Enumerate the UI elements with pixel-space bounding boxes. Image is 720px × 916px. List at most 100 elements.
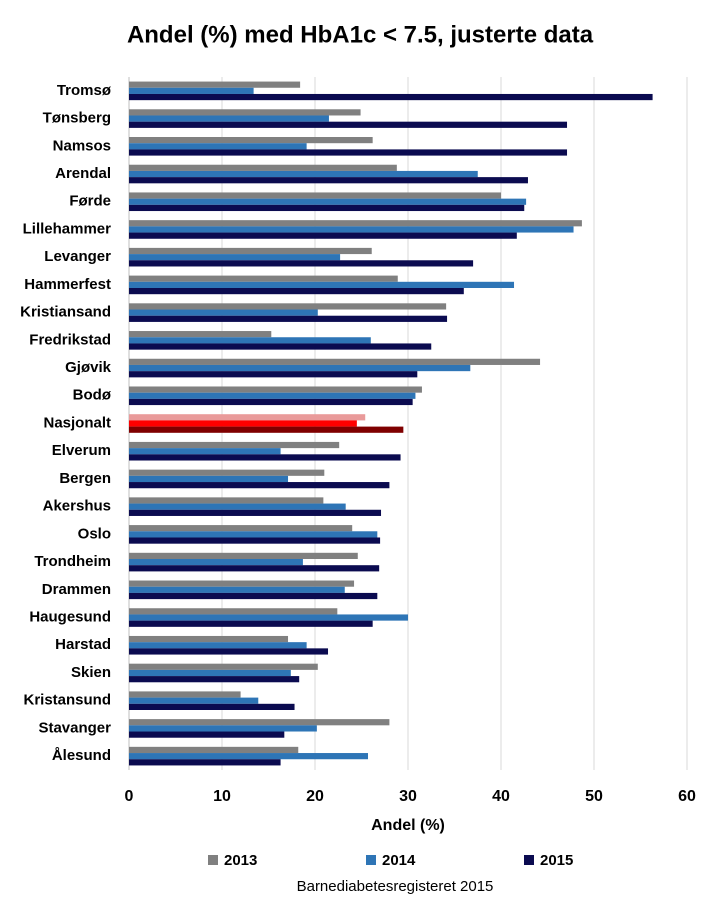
y-tick-label: Fredrikstad xyxy=(29,331,111,348)
bar xyxy=(129,746,299,754)
bar xyxy=(129,509,382,516)
bar xyxy=(129,475,289,483)
y-tick-label: Ålesund xyxy=(52,747,111,764)
bar xyxy=(129,254,341,261)
legend-swatch xyxy=(208,855,218,865)
legend-swatch xyxy=(366,855,376,865)
bar xyxy=(129,177,528,184)
bar xyxy=(129,386,422,393)
y-tick-label: Tromsø xyxy=(57,82,112,99)
bar xyxy=(129,586,345,593)
bar xyxy=(129,220,582,227)
bar xyxy=(129,337,371,344)
bar xyxy=(129,232,517,239)
bar xyxy=(129,669,291,677)
y-tick-label: Drammen xyxy=(42,581,111,598)
bar xyxy=(129,525,353,532)
y-tick-label: Hammerfest xyxy=(24,276,111,293)
bar xyxy=(129,691,241,698)
bar xyxy=(129,441,340,449)
bar xyxy=(129,275,398,282)
bar xyxy=(129,149,568,156)
y-tick-label: Kristiansand xyxy=(20,304,111,321)
bar xyxy=(129,392,416,399)
bar xyxy=(129,81,301,88)
bar xyxy=(129,288,464,295)
bar xyxy=(129,503,346,510)
bar xyxy=(129,303,447,310)
bar xyxy=(129,703,295,710)
y-tick-label: Trondheim xyxy=(34,553,111,570)
bar xyxy=(129,309,318,316)
bar xyxy=(129,420,357,427)
x-tick-label: 20 xyxy=(306,788,324,805)
bar xyxy=(129,315,448,322)
bar xyxy=(129,648,329,655)
bar xyxy=(129,115,329,122)
bar xyxy=(129,614,408,621)
bar xyxy=(129,620,373,627)
bar xyxy=(129,497,324,504)
y-tick-label: Bergen xyxy=(59,470,111,487)
bar xyxy=(129,364,471,372)
bar xyxy=(129,753,369,760)
bar xyxy=(129,331,272,338)
bar xyxy=(129,592,378,600)
bar xyxy=(129,398,413,406)
bar xyxy=(129,358,541,365)
bar xyxy=(129,697,259,704)
bar xyxy=(129,204,525,212)
bar xyxy=(129,93,653,101)
source-note: Barnediabetesregisteret 2015 xyxy=(297,878,494,895)
y-tick-label: Kristansund xyxy=(23,692,111,709)
x-tick-label: 10 xyxy=(213,788,231,805)
y-tick-label: Lillehammer xyxy=(23,220,112,237)
y-tick-label: Bodø xyxy=(73,387,112,404)
bar xyxy=(129,198,527,205)
bar xyxy=(129,719,390,726)
y-tick-label: Akershus xyxy=(43,498,111,515)
y-tick-label: Harstad xyxy=(55,636,111,653)
bar xyxy=(129,642,307,649)
y-tick-label: Nasjonalt xyxy=(43,414,111,431)
bar xyxy=(129,371,418,378)
bar xyxy=(129,537,381,544)
x-tick-label: 60 xyxy=(678,788,696,805)
y-tick-label: Oslo xyxy=(78,525,111,542)
bar xyxy=(129,121,568,128)
y-tick-label: Tønsberg xyxy=(43,110,111,127)
bar xyxy=(129,164,397,171)
bar xyxy=(129,635,289,643)
x-tick-label: 0 xyxy=(125,788,134,805)
x-tick-label: 30 xyxy=(399,788,417,805)
bar xyxy=(129,281,515,288)
bar xyxy=(129,192,501,199)
y-tick-label: Namsos xyxy=(53,137,111,154)
bar xyxy=(129,469,325,476)
bar xyxy=(129,414,366,421)
bar xyxy=(129,565,380,572)
legend-label: 2013 xyxy=(224,852,257,869)
y-tick-label: Gjøvik xyxy=(65,359,112,376)
y-tick-label: Levanger xyxy=(44,248,111,265)
bar xyxy=(129,226,574,233)
y-tick-label: Skien xyxy=(71,664,111,681)
bar xyxy=(129,143,307,150)
bar xyxy=(129,531,378,538)
bar xyxy=(129,426,404,433)
bar xyxy=(129,87,254,94)
chart-title: Andel (%) med HbA1c < 7.5, justerte data xyxy=(127,21,594,48)
bar xyxy=(129,663,318,670)
bar xyxy=(129,482,390,489)
legend-label: 2015 xyxy=(540,852,573,869)
legend-swatch xyxy=(524,855,534,865)
y-tick-label: Elverum xyxy=(52,442,111,459)
bar xyxy=(129,676,300,683)
bar xyxy=(129,731,285,738)
bar xyxy=(129,454,401,461)
bar xyxy=(129,260,474,267)
y-tick-label: Stavanger xyxy=(38,719,111,736)
bar xyxy=(129,247,372,255)
bar xyxy=(129,109,361,116)
